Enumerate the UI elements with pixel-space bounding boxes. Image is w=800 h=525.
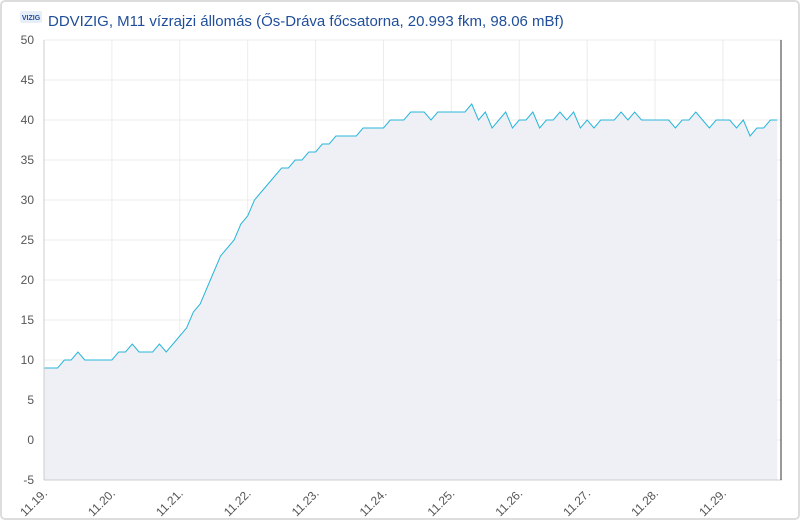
y-tick-label: 10 (21, 353, 35, 367)
y-tick-label: 0 (27, 433, 34, 447)
y-tick-label: 20 (21, 273, 35, 287)
y-tick-label: 45 (21, 73, 35, 87)
logo (20, 11, 42, 23)
y-tick-label: 50 (21, 33, 35, 47)
y-tick-label: 30 (21, 193, 35, 207)
logo-text: VIZIG (22, 15, 41, 22)
chart-title: DDVIZIG, M11 vízrajzi állomás (Ős-Dráva … (48, 13, 564, 30)
y-tick-label: -5 (23, 473, 34, 487)
y-tick-label: 35 (21, 153, 35, 167)
y-tick-label: 40 (21, 113, 35, 127)
y-tick-label: 15 (21, 313, 35, 327)
y-tick-label: 25 (21, 233, 35, 247)
line (44, 103, 778, 369)
y-tick-label: 5 (27, 393, 34, 407)
area (44, 104, 778, 480)
